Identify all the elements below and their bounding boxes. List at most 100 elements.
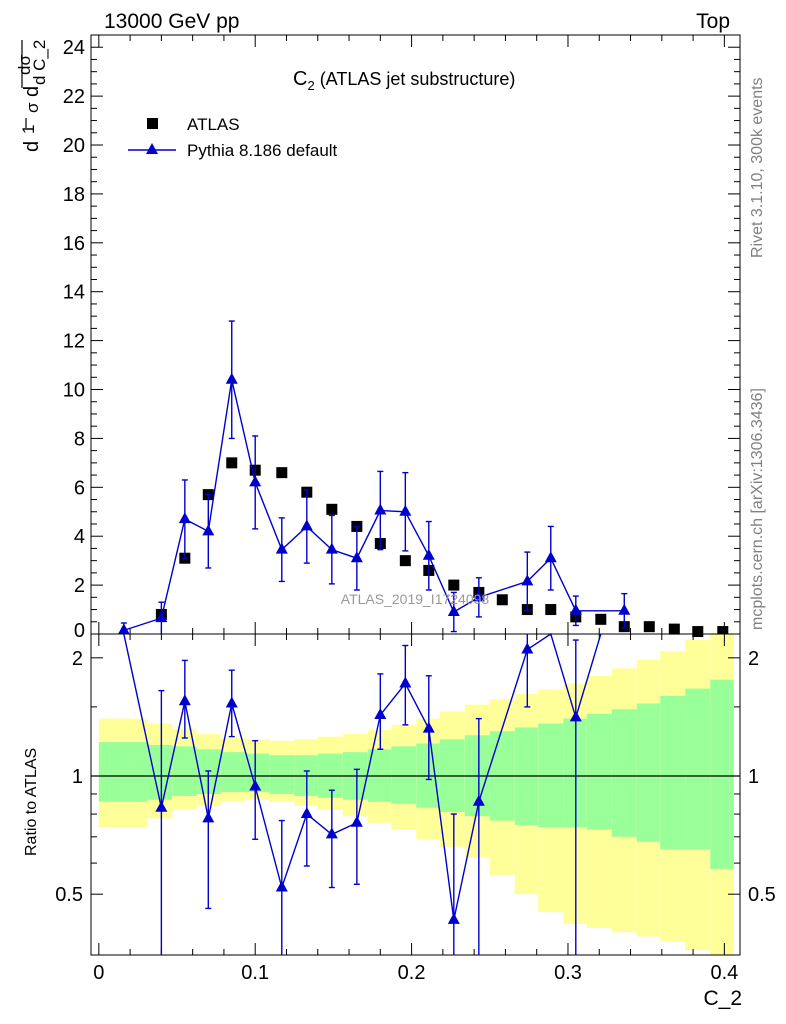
ratio-data-point — [325, 827, 338, 839]
main-y-tick-label: 14 — [63, 282, 85, 304]
ratio-data-point — [472, 794, 485, 806]
ratio-data-point — [569, 710, 582, 722]
pythia-data-point — [399, 504, 412, 516]
green-band-bin — [636, 703, 661, 842]
main-y-tick-label: 12 — [63, 331, 85, 353]
atlas-data-point — [692, 626, 704, 638]
chart-title: C2 (ATLAS jet substructure) — [293, 68, 515, 93]
pythia-data-point — [275, 542, 288, 554]
green-band-bin — [220, 752, 246, 793]
svg-text:d: d — [21, 141, 43, 152]
analysis-watermark: ATLAS_2019_I1724098 — [341, 591, 490, 607]
ratio-y-tick-label: 1 — [72, 766, 83, 788]
pythia-data-point — [300, 519, 313, 531]
x-tick-label: 0.4 — [710, 962, 738, 984]
main-series — [117, 320, 729, 638]
x-tick-label: 0 — [93, 962, 104, 984]
main-y-tick-label: 16 — [63, 233, 85, 255]
pythia-data-point — [325, 542, 338, 554]
main-y-tick-label: 24 — [63, 37, 85, 59]
ratio-axes: 0.5 0.5 1 1 2 2 0 0.1 0.2 0.3 0.4 — [55, 633, 776, 984]
ratio-y-axis-label: Ratio to ATLAS — [23, 748, 40, 856]
green-band-bin — [685, 688, 711, 850]
green-band-bin — [269, 755, 295, 794]
ratio-data-point — [225, 696, 238, 708]
legend: ATLAS Pythia 8.186 default — [128, 115, 338, 160]
ratio-data-point — [350, 815, 363, 827]
ratio-series — [123, 632, 602, 955]
chart-title-main: C — [293, 68, 307, 90]
ratio-data-point — [422, 721, 435, 733]
legend-atlas-marker — [147, 118, 158, 129]
rivet-label: Rivet 3.1.10, 300k events — [749, 77, 766, 258]
green-band-bin — [147, 744, 173, 800]
main-y-tick-label: 18 — [63, 184, 85, 206]
main-y-tick-label: 8 — [74, 428, 85, 450]
ratio-data-point — [300, 807, 313, 819]
x-tick-label: 0.2 — [398, 962, 426, 984]
x-axis-label: C_2 — [703, 987, 742, 1010]
legend-pythia-label: Pythia 8.186 default — [187, 141, 338, 160]
main-y-tick-label: 4 — [74, 526, 85, 548]
atlas-data-point — [668, 623, 680, 635]
green-band-bin — [660, 695, 686, 850]
atlas-data-point — [496, 594, 508, 606]
ratio-y-tick-label-right: 1 — [748, 766, 759, 788]
svg-text:σ: σ — [23, 102, 42, 113]
atlas-data-point — [595, 613, 607, 625]
ratio-data-point — [447, 912, 460, 924]
atlas-data-point — [448, 579, 460, 591]
ratio-data-point — [399, 676, 412, 688]
main-y-tick-label: 10 — [63, 380, 85, 402]
green-band-bin — [563, 718, 587, 828]
main-y-tick-label: 22 — [63, 86, 85, 108]
ratio-data-point — [521, 642, 534, 654]
pythia-data-point — [521, 574, 534, 586]
atlas-data-point — [226, 457, 238, 469]
ratio-data-point — [178, 694, 191, 706]
main-y-tick-label: 6 — [74, 477, 85, 499]
green-band-bin — [611, 709, 637, 837]
atlas-data-point — [276, 467, 288, 479]
ratio-y-tick-label: 2 — [72, 648, 83, 670]
atlas-data-point — [717, 626, 729, 638]
pythia-data-point — [569, 603, 582, 615]
pythia-data-point — [544, 551, 557, 563]
pythia-data-point — [202, 524, 215, 536]
green-band-bin — [391, 746, 417, 804]
main-y-axis-label: d 1 σ d dσ d C_2 — [15, 40, 49, 152]
atlas-data-point — [643, 621, 655, 633]
legend-pythia-marker — [146, 143, 158, 154]
ratio-data-point — [275, 880, 288, 892]
x-tick-label: 0.3 — [554, 962, 582, 984]
pythia-data-point — [422, 548, 435, 560]
ratio-y-tick-label-right: 2 — [748, 648, 759, 670]
pythia-data-point — [374, 503, 387, 515]
ratio-frame — [90, 633, 741, 956]
chart-title-rest: (ATLAS jet substructure) — [315, 69, 516, 89]
green-band-bin — [586, 713, 612, 830]
ratio-data-point — [249, 779, 262, 791]
atlas-data-point — [326, 503, 338, 515]
chart-title-sub: 2 — [307, 78, 314, 93]
pythia-data-point — [472, 590, 485, 602]
pythia-data-point — [117, 623, 130, 635]
ratio-data-point — [374, 708, 387, 720]
ratio-data-point — [202, 811, 215, 823]
pythia-data-point — [249, 475, 262, 487]
ratio-data-point — [155, 800, 168, 812]
ratio-y-tick-label-right: 0.5 — [748, 884, 776, 906]
pythia-data-point — [350, 551, 363, 563]
main-y-tick-label: 20 — [63, 135, 85, 157]
main-y-tick-label: 2 — [74, 575, 85, 597]
main-y-zero-label: 0 — [74, 620, 85, 642]
atlas-data-point — [399, 555, 411, 567]
atlas-data-point — [545, 604, 557, 616]
legend-atlas-label: ATLAS — [187, 115, 240, 134]
pythia-data-point — [155, 611, 168, 623]
ratio-y-tick-label: 0.5 — [55, 884, 83, 906]
ratio-uncertainty-bands — [98, 634, 734, 955]
green-band-bin — [172, 746, 197, 796]
